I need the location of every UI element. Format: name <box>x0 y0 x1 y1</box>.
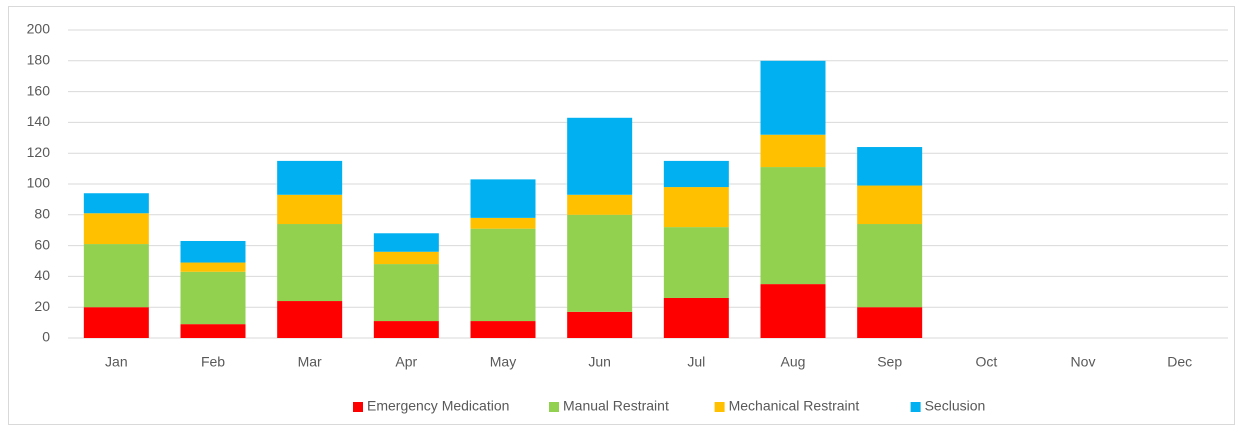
bar-segment <box>663 227 729 298</box>
bar-segment <box>470 179 536 218</box>
bar-segment <box>567 214 633 312</box>
bar-segment <box>373 233 439 252</box>
bar-segment <box>180 240 246 263</box>
bar-segment <box>83 244 149 308</box>
x-tick-label: Dec <box>1167 354 1192 370</box>
bar-segment <box>373 321 439 338</box>
bar-segment <box>180 271 246 325</box>
bar-segment <box>663 187 729 228</box>
y-tick-label: 20 <box>34 298 50 314</box>
legend-label: Mechanical Restraint <box>729 398 860 414</box>
bar-segment <box>83 307 149 338</box>
bar-segment <box>663 160 729 188</box>
legend-label: Manual Restraint <box>563 398 669 414</box>
y-tick-label: 0 <box>42 329 50 345</box>
y-tick-label: 60 <box>34 236 50 252</box>
bar-segment <box>277 160 343 195</box>
y-tick-label: 140 <box>27 113 51 129</box>
x-tick-label: Jun <box>588 354 611 370</box>
y-tick-label: 200 <box>27 21 51 37</box>
bar-segment <box>470 217 536 229</box>
x-tick-label: Nov <box>1071 354 1096 370</box>
legend-swatch <box>910 402 921 412</box>
x-tick-label: Aug <box>781 354 806 370</box>
x-tick-label: Apr <box>395 354 417 370</box>
x-tick-label: Mar <box>298 354 322 370</box>
x-tick-label: Sep <box>877 354 902 370</box>
bar-segment <box>83 213 149 245</box>
x-tick-label: Oct <box>975 354 997 370</box>
bar-segment <box>277 224 343 302</box>
bar-segment <box>857 147 923 186</box>
y-tick-label: 160 <box>27 82 51 98</box>
x-tick-label: Feb <box>201 354 225 370</box>
bar-segment <box>277 301 343 338</box>
legend-swatch <box>353 402 363 412</box>
x-tick-label: May <box>490 354 516 370</box>
x-tick-label: Jul <box>687 354 705 370</box>
bar-segment <box>180 262 246 272</box>
bar-segment <box>567 311 633 338</box>
bar-segment <box>760 284 826 338</box>
legend-label: Emergency Medication <box>367 398 509 414</box>
y-tick-label: 120 <box>27 144 51 160</box>
y-tick-label: 80 <box>34 206 50 222</box>
bar-segment <box>373 264 439 322</box>
bar-segment <box>567 117 633 195</box>
bar-segment <box>277 194 343 225</box>
bar-segment <box>857 185 923 225</box>
legend-swatch <box>549 402 559 412</box>
legend-swatch <box>714 402 725 412</box>
bar-segment <box>470 321 536 338</box>
y-tick-label: 40 <box>34 267 50 283</box>
bar-segment <box>857 307 923 338</box>
y-tick-label: 100 <box>27 175 51 191</box>
bar-segment <box>857 224 923 308</box>
legend-label: Seclusion <box>925 398 986 414</box>
bar-segment <box>83 193 149 214</box>
bar-segment <box>567 194 633 215</box>
y-tick-label: 180 <box>27 52 51 68</box>
bar-segment <box>470 228 536 322</box>
bar-segment <box>180 324 246 338</box>
bar-segment <box>760 134 826 168</box>
x-tick-label: Jan <box>105 354 128 370</box>
bar-segment <box>760 167 826 285</box>
bar-segment <box>663 297 729 338</box>
bar-segment <box>760 60 826 135</box>
bar-segment <box>373 251 439 265</box>
